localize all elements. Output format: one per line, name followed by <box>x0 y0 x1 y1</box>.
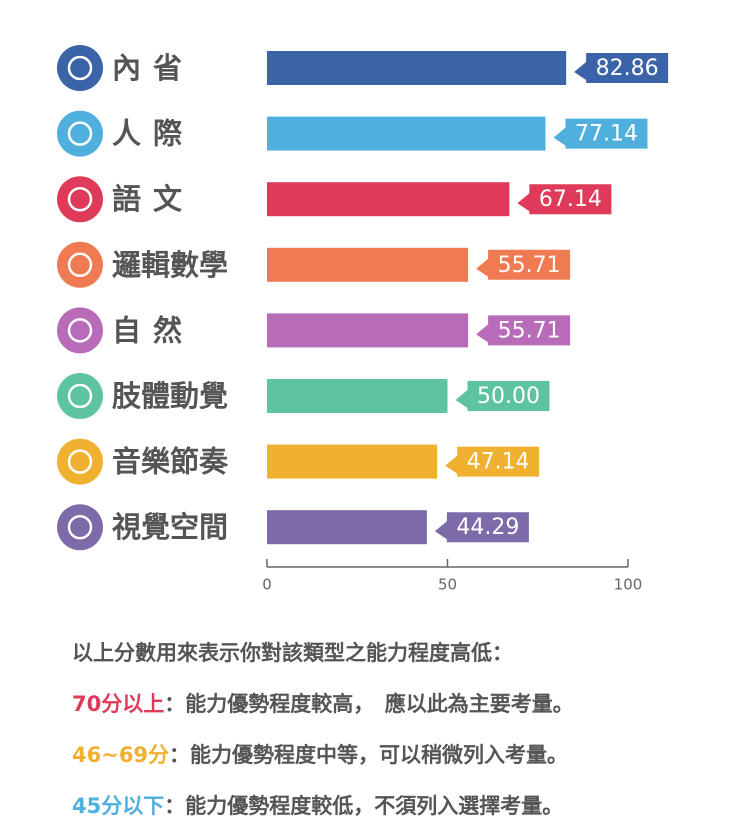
category-label: 內省 <box>112 51 194 85</box>
category-icon-inner <box>67 449 93 474</box>
value-label-box <box>445 446 540 477</box>
category-icon <box>57 373 103 419</box>
category-icon <box>57 176 103 223</box>
category-label: 語文 <box>112 182 194 216</box>
value-label: 44.29 <box>456 515 519 540</box>
category-label: 肢體動覺 <box>112 379 228 413</box>
category-icon <box>57 307 103 354</box>
x-tick-label: 0 <box>262 576 272 594</box>
value-label: 50.00 <box>477 384 540 409</box>
category-label: 人際 <box>112 117 194 151</box>
value-label: 67.14 <box>539 187 602 212</box>
category-icon-inner <box>67 383 93 409</box>
value-label-box <box>553 118 648 149</box>
category-icon-inner <box>67 514 93 540</box>
category-icon <box>57 45 103 91</box>
chart: 內省 82.86 人際 77.14 語文 67.14 邏輯數學 55.71 自然 55.71 肢體動… <box>57 45 669 594</box>
bar <box>267 247 469 282</box>
note-text: ：能力優勢程度較低，不須列入選擇考量。 <box>164 794 564 818</box>
category-icon-inner <box>67 318 93 343</box>
category-label: 邏輯數學 <box>112 248 228 282</box>
bar <box>267 182 510 217</box>
category-icon <box>57 241 103 288</box>
category-icon <box>57 438 103 485</box>
category-label: 視覺空間 <box>112 510 228 544</box>
value-label-box <box>574 53 669 83</box>
note-text: ：能力優勢程度較高， 應以此為主要考量。 <box>164 692 574 716</box>
value-label-box <box>476 249 571 280</box>
category-icon <box>57 110 103 157</box>
note-range: 46~69分 <box>72 743 170 767</box>
note-range: 45分以下 <box>72 794 165 818</box>
value-label-box <box>476 315 571 346</box>
value-label: 55.71 <box>498 318 561 343</box>
note-line: 45分以下：能力優勢程度較低，不須列入選擇考量。 <box>72 781 574 832</box>
note-text: ：能力優勢程度中等，可以稍微列入考量。 <box>169 743 569 767</box>
x-tick-label: 100 <box>614 576 643 594</box>
note-range: 70分以上 <box>72 692 165 716</box>
bar <box>267 444 438 479</box>
value-label-box <box>455 381 550 411</box>
x-tick-label: 50 <box>438 576 457 594</box>
bar <box>267 51 567 85</box>
category-icon-inner <box>67 252 93 278</box>
category-icon <box>57 504 103 551</box>
category-label: 自然 <box>112 313 194 347</box>
bar <box>267 510 427 545</box>
notes: 以上分數用來表示你對該類型之能力程度高低： 70分以上：能力優勢程度較高， 應以… <box>72 628 574 832</box>
category-icon-inner <box>67 121 93 146</box>
value-label: 77.14 <box>575 122 638 147</box>
category-icon-inner <box>67 55 93 81</box>
value-label-box <box>434 512 529 543</box>
note-line: 70分以上：能力優勢程度較高， 應以此為主要考量。 <box>72 679 574 730</box>
value-label-box <box>517 184 612 215</box>
category-label: 音樂節奏 <box>112 445 229 479</box>
note-line: 46~69分：能力優勢程度中等，可以稍微列入考量。 <box>72 730 574 781</box>
category-icon-inner <box>67 186 93 212</box>
value-label: 55.71 <box>498 253 561 278</box>
value-label: 82.86 <box>596 56 659 81</box>
notes-intro: 以上分數用來表示你對該類型之能力程度高低： <box>72 641 513 665</box>
value-label: 47.14 <box>467 450 530 475</box>
bar <box>267 379 448 413</box>
bar <box>267 116 546 151</box>
bar <box>267 313 469 348</box>
